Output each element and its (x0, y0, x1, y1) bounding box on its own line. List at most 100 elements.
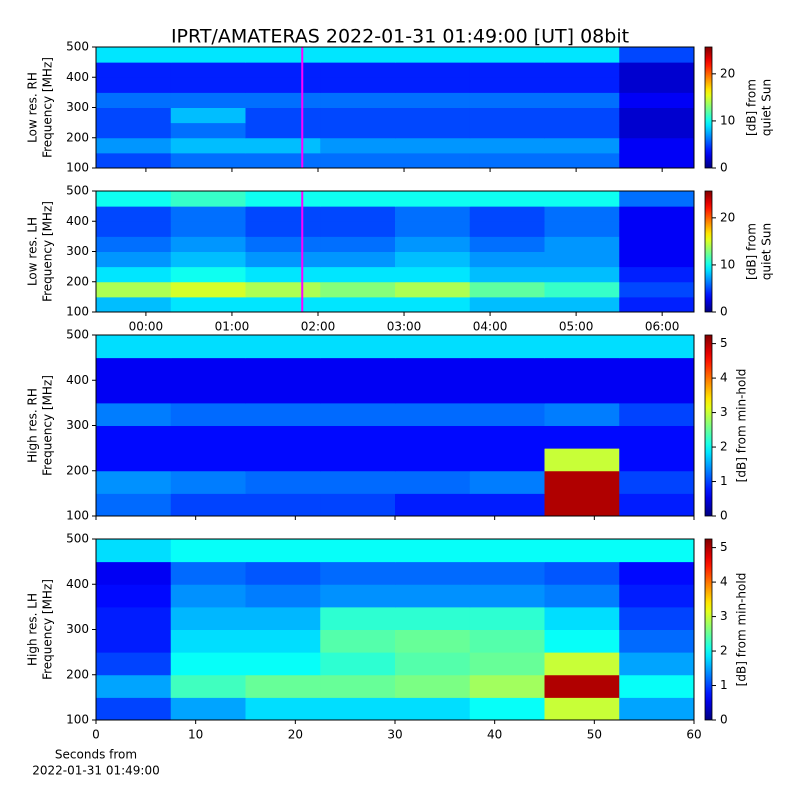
heat-cell (96, 425, 172, 449)
heat-cell (469, 206, 545, 222)
heat-cell (544, 448, 620, 472)
y-axis-label: High res. LH (26, 593, 40, 666)
heat-cell (320, 470, 396, 494)
heat-cell (619, 191, 695, 207)
y-axis-label: High res. RH (26, 388, 40, 463)
colorbar-label: [dB] from min-hold (735, 369, 749, 483)
heat-cell (170, 584, 246, 608)
heat-cell (245, 357, 321, 381)
y-tick-label: 100 (66, 305, 89, 319)
heat-cell (320, 236, 396, 252)
heat-cell (395, 62, 471, 78)
heat-cell (170, 493, 246, 517)
heat-cell (619, 380, 695, 404)
heat-cell (544, 402, 620, 426)
heat-cell (619, 335, 695, 359)
heat-cell (395, 652, 471, 676)
y-tick-label: 100 (66, 161, 89, 175)
heat-cell (544, 606, 620, 630)
heat-cell (544, 425, 620, 449)
x-axis-label: Seconds from (55, 748, 137, 762)
heat-cell (469, 380, 545, 404)
heat-cell (245, 335, 321, 359)
heat-cell (170, 152, 246, 169)
x-tick-label: 20 (288, 728, 303, 742)
heat-cell (469, 493, 545, 517)
heat-cell (544, 652, 620, 676)
heat-cell (245, 92, 321, 108)
heat-cell (320, 77, 396, 93)
heat-cell (544, 561, 620, 585)
heat-cell (96, 152, 172, 169)
y-tick-label: 300 (66, 100, 89, 114)
heat-cell (245, 425, 321, 449)
heat-cell (395, 191, 471, 207)
heat-cell (619, 448, 695, 472)
heat-cell (619, 402, 695, 426)
heat-cell (96, 137, 172, 154)
heat-cell (320, 62, 396, 78)
heat-cell (96, 629, 172, 653)
heat-cell (544, 281, 620, 298)
heat-cell (544, 296, 620, 313)
heat-cell (469, 539, 545, 563)
heat-cell (619, 629, 695, 653)
heat-cell (170, 62, 246, 78)
heat-cell (619, 584, 695, 608)
colorbar-tick-label: 1 (720, 678, 728, 692)
heat-cell (619, 107, 695, 124)
heat-cell (320, 107, 396, 124)
heat-cell (619, 357, 695, 381)
heat-cell (320, 92, 396, 108)
heat-cell (245, 107, 321, 124)
colorbar-tick-label: 0 (720, 161, 728, 175)
heat-cell (544, 629, 620, 653)
heat-cell (96, 191, 172, 207)
heat-cell (320, 137, 396, 154)
colorbar (704, 334, 713, 517)
y-tick-label: 300 (66, 622, 89, 636)
heat-cell (245, 629, 321, 653)
heat-cell (395, 77, 471, 93)
heat-cell (544, 697, 620, 721)
y-axis-label: Frequency [MHz] (41, 375, 55, 476)
x-tick-label: 01:00 (215, 320, 250, 334)
colorbar-tick-label: 4 (720, 575, 728, 589)
colorbar-tick-label: 2 (720, 440, 728, 454)
heat-cell (245, 122, 321, 139)
heat-cell (320, 380, 396, 404)
y-tick-label: 200 (66, 667, 89, 681)
heat-cell (245, 191, 321, 207)
heat-cell (469, 584, 545, 608)
heat-cell (395, 92, 471, 108)
heat-cell (96, 221, 172, 237)
heat-cell (170, 107, 246, 124)
heat-cell (170, 251, 246, 268)
heat-cell (170, 402, 246, 426)
heat-cell (619, 137, 695, 154)
heat-cell (395, 107, 471, 124)
heat-cell (245, 402, 321, 426)
colorbar-tick-label: 0 (720, 509, 728, 523)
heat-cell (469, 296, 545, 313)
heat-cell (245, 448, 321, 472)
heat-cell (619, 606, 695, 630)
heat-cell (245, 221, 321, 237)
x-tick-label: 02:00 (301, 320, 336, 334)
colorbar-tick-label: 20 (720, 66, 735, 80)
colorbar-label: [dB] from min-hold (735, 573, 749, 687)
y-tick-label: 400 (66, 373, 89, 387)
heat-cell (245, 266, 321, 283)
figure-title: IPRT/AMATERAS 2022-01-31 01:49:00 [UT] 0… (171, 26, 629, 48)
heat-cell (544, 470, 620, 494)
heat-cell (245, 470, 321, 494)
heat-cell (96, 122, 172, 139)
heat-cell (245, 674, 321, 698)
colorbar-tick-label: 2 (720, 644, 728, 658)
heat-cell (469, 335, 545, 359)
heat-cell (469, 470, 545, 494)
heat-cell (395, 606, 471, 630)
heat-cell (245, 251, 321, 268)
heat-cell (395, 539, 471, 563)
heat-cell (544, 152, 620, 169)
